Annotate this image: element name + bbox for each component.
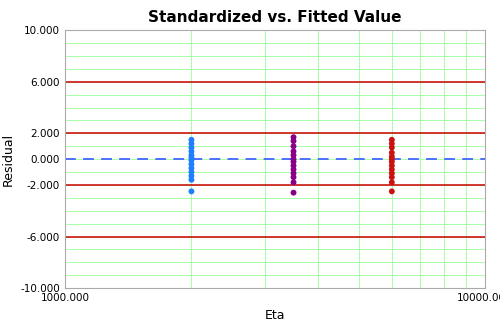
Point [188, 169, 196, 175]
Point [388, 154, 396, 159]
Point [290, 152, 298, 158]
Point [290, 156, 298, 162]
Point [188, 177, 196, 183]
Y-axis label: Residual: Residual [2, 133, 15, 186]
Point [290, 167, 298, 172]
Point [188, 155, 196, 160]
Point [188, 189, 196, 194]
Point [388, 189, 396, 194]
Point [388, 156, 396, 162]
X-axis label: Eta: Eta [265, 309, 285, 322]
Title: Standardized vs. Fitted Value: Standardized vs. Fitted Value [148, 10, 402, 25]
Point [188, 137, 196, 142]
Point [290, 180, 298, 185]
Point [388, 150, 396, 155]
Point [388, 175, 396, 180]
Point [290, 138, 298, 144]
Point [188, 149, 196, 154]
Point [388, 171, 396, 176]
Point [388, 180, 396, 185]
Point [290, 171, 298, 176]
Point [188, 161, 196, 167]
Point [188, 145, 196, 150]
Point [388, 163, 396, 168]
Point [290, 175, 298, 180]
Point [188, 173, 196, 179]
Point [388, 167, 396, 172]
Point [188, 152, 196, 158]
Point [188, 165, 196, 171]
Point [388, 137, 396, 142]
Point [290, 190, 298, 195]
Point [388, 159, 396, 164]
Point [188, 158, 196, 163]
Point [388, 145, 396, 150]
Point [188, 141, 196, 146]
Point [388, 141, 396, 146]
Point [290, 135, 298, 140]
Point [290, 163, 298, 168]
Point [290, 143, 298, 149]
Point [290, 149, 298, 154]
Point [290, 159, 298, 164]
